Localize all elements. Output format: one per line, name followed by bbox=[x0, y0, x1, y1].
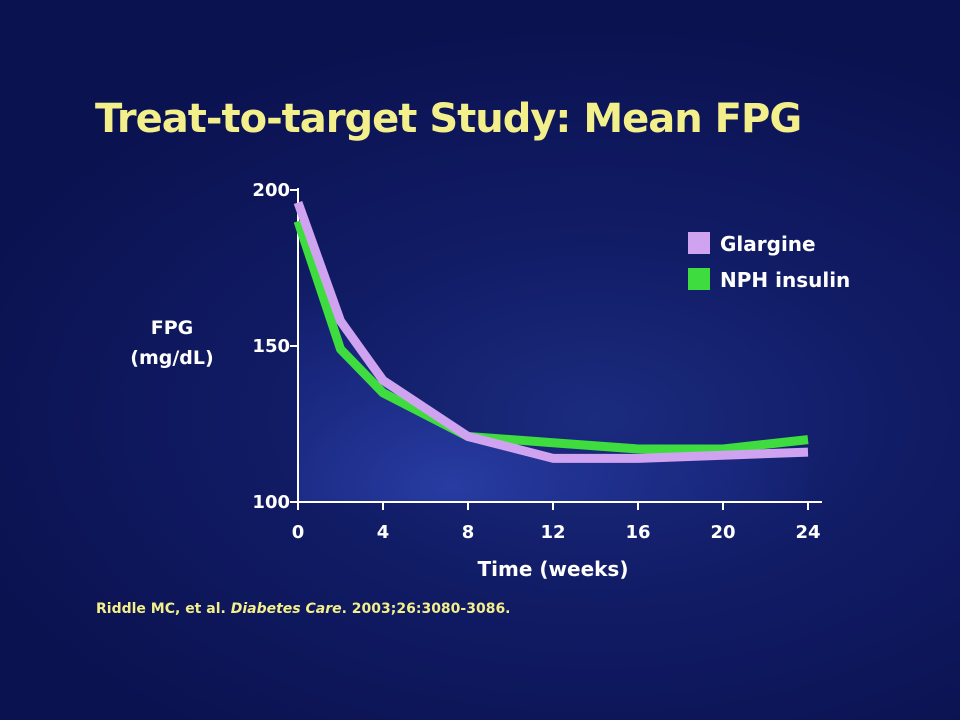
y-tick-label: 150 bbox=[252, 336, 290, 357]
slide-title: Treat-to-target Study: Mean FPG bbox=[95, 96, 802, 142]
citation-journal: Diabetes Care bbox=[230, 601, 342, 617]
legend-swatch-glargine bbox=[688, 232, 710, 254]
series-line-glargine bbox=[293, 200, 809, 463]
area-under-curve bbox=[298, 202, 808, 503]
y-tick-label: 100 bbox=[252, 492, 290, 513]
legend-label-glargine: Glargine bbox=[720, 232, 816, 256]
x-axis-label: Time (weeks) bbox=[478, 557, 629, 581]
y-axis-label: (mg/dL) bbox=[130, 347, 213, 369]
axes: 0 4 8 12 16 20 24 100 150 200 Time (weeks) FPG (mg/d… bbox=[130, 180, 822, 581]
citation-details: . 2003;26:3080-3086. bbox=[341, 601, 511, 617]
x-tick-label: 16 bbox=[625, 522, 650, 543]
x-tick-label: 8 bbox=[462, 522, 475, 543]
x-tick-label: 12 bbox=[540, 522, 565, 543]
legend: Glargine NPH insulin bbox=[688, 232, 850, 292]
legend-swatch-nph-insulin bbox=[688, 268, 710, 290]
citation: Riddle MC, et al. Diabetes Care. 2003;26… bbox=[96, 601, 511, 617]
citation-authors: Riddle MC, et al. bbox=[96, 601, 231, 617]
x-tick-label: 4 bbox=[377, 522, 390, 543]
y-axis-label: FPG bbox=[151, 317, 194, 339]
x-tick-label: 24 bbox=[795, 522, 820, 543]
x-tick-label: 0 bbox=[292, 522, 305, 543]
series-layer bbox=[293, 200, 809, 463]
legend-label-nph-insulin: NPH insulin bbox=[720, 268, 850, 292]
series-line-nph-insulin bbox=[293, 219, 809, 454]
y-tick-label: 200 bbox=[252, 180, 290, 201]
x-tick-label: 20 bbox=[710, 522, 735, 543]
